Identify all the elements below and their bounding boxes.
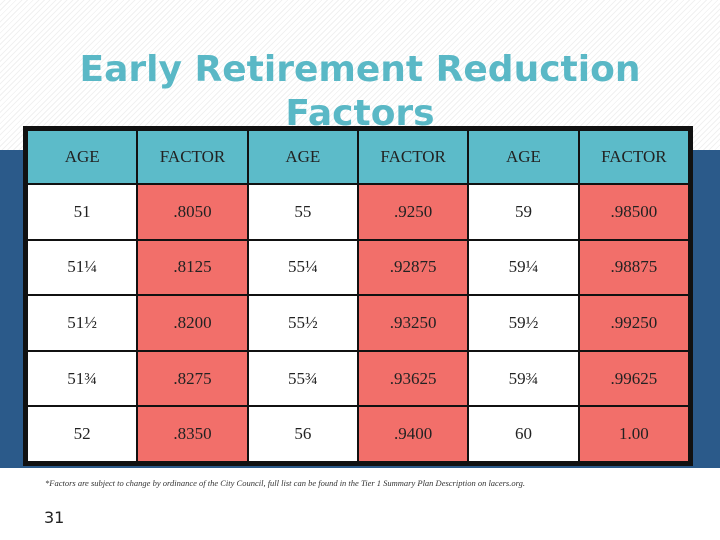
age-cell: 51¼ [28,240,137,295]
age-cell: 56 [248,407,357,461]
reduction-factors-table-frame: AGE FACTOR AGE FACTOR AGE FACTOR 51 .805… [23,126,693,466]
header-age-2: AGE [248,131,357,183]
age-cell: 59 [469,185,578,239]
factor-cell: .98500 [579,185,688,239]
factor-cell: 1.00 [579,407,688,461]
table-header-row: AGE FACTOR AGE FACTOR AGE FACTOR [28,131,688,183]
page-number: 31 [44,508,65,527]
table-row: 51¼ .8125 55¼ .92875 59¼ .98875 [28,240,688,295]
age-cell: 52 [28,407,137,461]
factor-cell: .92875 [358,240,468,295]
factor-cell: .99250 [579,296,688,350]
factor-cell: .8350 [138,407,247,461]
factor-cell: .99625 [579,351,688,406]
slide-title: Early Retirement Reduction Factors [79,49,641,134]
age-cell: 55½ [248,296,357,350]
header-factor-3: FACTOR [579,131,688,183]
factor-cell: .8050 [138,185,247,239]
age-cell: 51¾ [28,351,137,406]
header-factor-1: FACTOR [138,131,247,183]
factor-cell: .93625 [358,351,468,406]
factor-cell: .8125 [138,240,247,295]
reduction-factors-table: AGE FACTOR AGE FACTOR AGE FACTOR 51 .805… [26,129,690,463]
header-factor-2: FACTOR [358,131,468,183]
age-cell: 59¾ [469,351,578,406]
factor-cell: .98875 [579,240,688,295]
footnote: *Factors are subject to change by ordina… [45,478,525,488]
footer-background [0,468,720,540]
striped-header-background [0,0,720,150]
age-cell: 55¾ [248,351,357,406]
age-cell: 55 [248,185,357,239]
factor-cell: .93250 [358,296,468,350]
table-row: 51¾ .8275 55¾ .93625 59¾ .99625 [28,351,688,406]
table-row: 51 .8050 55 .9250 59 .98500 [28,185,688,239]
age-cell: 51 [28,185,137,239]
table-row: 52 .8350 56 .9400 60 1.00 [28,407,688,461]
age-cell: 55¼ [248,240,357,295]
table-row: 51½ .8200 55½ .93250 59½ .99250 [28,296,688,350]
factor-cell: .8275 [138,351,247,406]
age-cell: 59¼ [469,240,578,295]
age-cell: 51½ [28,296,137,350]
factor-cell: .9250 [358,185,468,239]
factor-cell: .9400 [358,407,468,461]
header-age-1: AGE [28,131,137,183]
factor-cell: .8200 [138,296,247,350]
header-age-3: AGE [469,131,578,183]
age-cell: 59½ [469,296,578,350]
age-cell: 60 [469,407,578,461]
